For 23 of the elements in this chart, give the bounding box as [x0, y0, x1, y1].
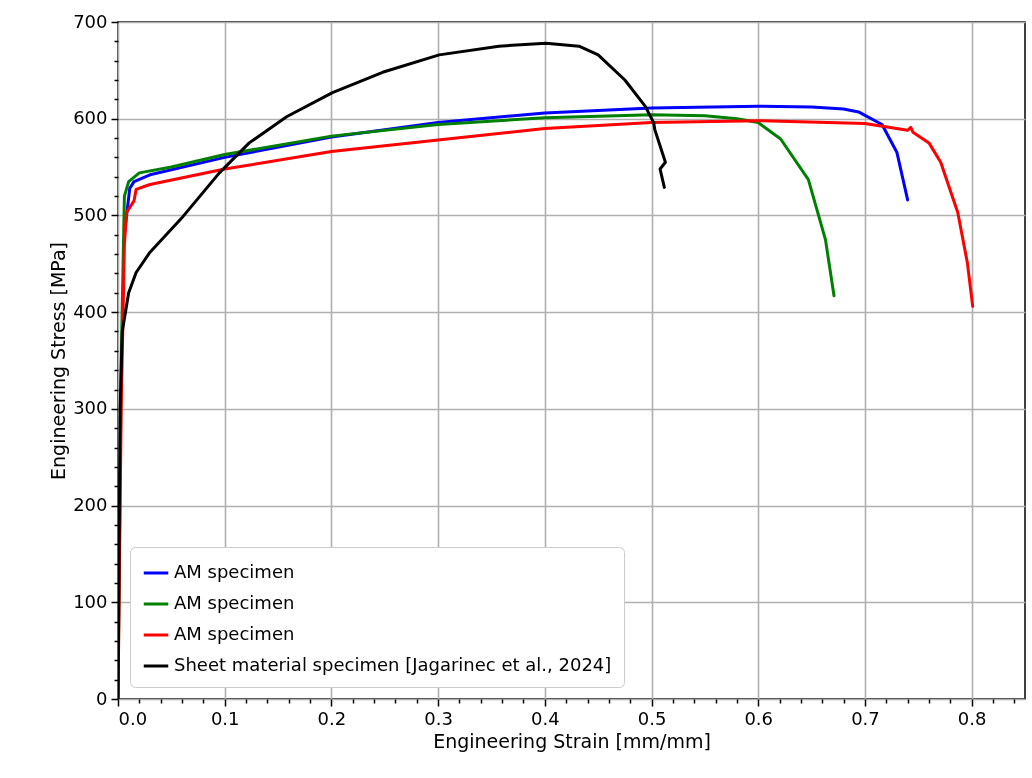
legend-label: AM specimen [174, 623, 295, 644]
x-tick-label: 0.6 [744, 707, 774, 729]
x-tick-label: 0.7 [851, 707, 880, 729]
y-tick-label: 200 [73, 494, 108, 516]
x-tick-label: 0.5 [637, 707, 667, 729]
y-tick-label: 500 [73, 203, 108, 225]
x-tick-label: 0.2 [317, 707, 347, 729]
y-tick-label: 300 [73, 397, 108, 419]
y-tick-label: 600 [73, 107, 108, 129]
y-tick-label: 100 [73, 590, 108, 612]
x-tick-label: 0.4 [531, 707, 560, 729]
legend-label: Sheet material specimen [Jagarinec et al., 2024] [174, 654, 612, 675]
x-tick-label: 0.0 [118, 707, 148, 729]
legend-label: AM specimen [174, 592, 295, 613]
y-tick-label: 700 [73, 10, 108, 32]
y-tick-label: 400 [73, 300, 108, 322]
y-tick-label: 0 [96, 687, 108, 709]
x-tick-label: 0.1 [210, 707, 240, 729]
x-axis-title: Engineering Strain [mm/mm] [433, 729, 711, 752]
y-axis-title: Engineering Stress [MPa] [47, 242, 70, 480]
x-tick-label: 0.8 [957, 707, 987, 729]
x-tick-label: 0.3 [424, 707, 453, 729]
legend-label: AM specimen [174, 561, 295, 582]
